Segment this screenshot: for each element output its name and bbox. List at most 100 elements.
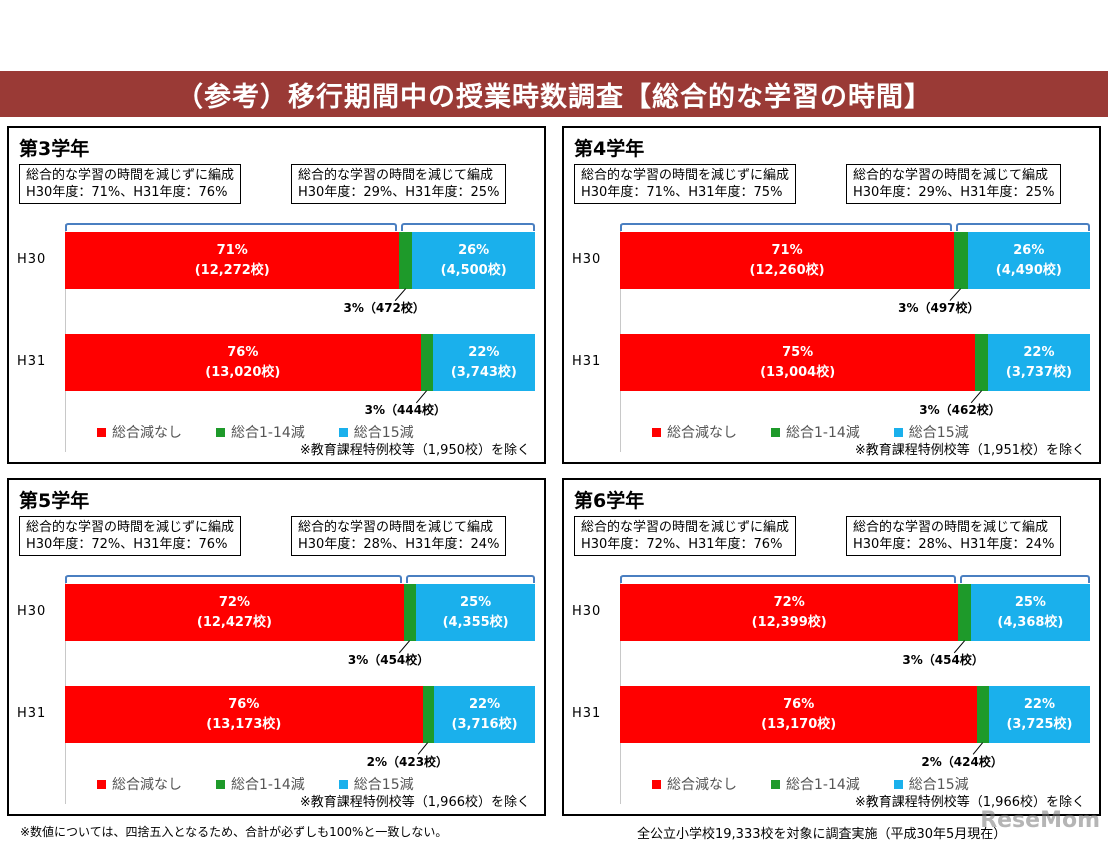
legend-swatch	[652, 779, 661, 789]
chart-panel-4: 第4学年 総合的な学習の時間を減じずに編成 H30年度：71%、H31年度：75% 総…	[562, 126, 1101, 464]
bar-segment-reduce-1-14	[977, 686, 989, 743]
data-label-percent: 22%	[468, 696, 501, 712]
bar-segment-no-reduction: 76% (13,173校)	[65, 686, 423, 743]
legend-label: 総合1-14減	[786, 777, 860, 793]
bracket-reduced	[405, 575, 535, 583]
legend-swatch	[893, 427, 903, 437]
legend-label: 総合15減	[908, 777, 969, 793]
legend-label: 総合1-14減	[231, 425, 305, 441]
caption-line: 総合的な学習の時間を減じて編成	[298, 520, 494, 535]
caption-line: 総合的な学習の時間を減じて編成	[853, 520, 1049, 535]
data-label-percent: 72%	[218, 594, 250, 610]
caption-reduced: 総合的な学習の時間を減じて編成 H30年度：28%、H31年度：24%	[291, 516, 507, 556]
legend-item: 総合減なし	[97, 422, 182, 442]
legend-swatch	[652, 427, 661, 437]
row-label-h30: H30	[17, 251, 47, 267]
caption-line: 総合的な学習の時間を減じずに編成	[581, 168, 790, 183]
caption-line: H30年度：71%、H31年度：76%	[26, 185, 228, 200]
legend-swatch	[338, 427, 348, 437]
data-label-count: (4,490校)	[995, 262, 1062, 278]
data-label-count: (3,743校)	[450, 364, 517, 380]
bar-segment-no-reduction: 71% (12,272校)	[65, 232, 400, 289]
caption-line: 総合的な学習の時間を減じて編成	[853, 168, 1049, 183]
legend-item: 総合15減	[338, 774, 414, 794]
data-label-percent: 25%	[1014, 594, 1046, 610]
bracket-not-reduced	[65, 575, 402, 583]
legend: 総合減なし 総合1-14減 総合15減	[97, 774, 414, 794]
legend-label: 総合減なし	[112, 777, 182, 793]
row-label-h31: H31	[17, 705, 47, 721]
legend: 総合減なし 総合1-14減 総合15減	[97, 422, 414, 442]
bar-segment-reduce-15: 26% (4,490校)	[967, 232, 1090, 289]
chart-panel-5: 第5学年 総合的な学習の時間を減じずに編成 H30年度：72%、H31年度：76% 総…	[7, 478, 546, 816]
legend-label: 総合減なし	[667, 425, 737, 441]
data-label-reduce-1-14: 3%（462校）	[919, 403, 1001, 417]
chart-panel-3: 第3学年総合的な学習の時間を減じずに編成 H30年度：71%、H31年度：76% 総…	[7, 126, 546, 464]
legend-swatch	[216, 427, 225, 437]
data-label-count: (12,260校)	[749, 262, 825, 278]
data-label-reduce-1-14: 2%（424校）	[921, 755, 1003, 769]
data-label-count: (4,500校)	[440, 262, 507, 278]
data-label-count: (4,355校)	[442, 614, 509, 630]
row-label-h30: H30	[572, 603, 602, 619]
data-label-percent: 72%	[773, 594, 805, 610]
legend-label: 総合15減	[908, 425, 969, 441]
excluded-schools-note: ※教育課程特例校等（1,966校）を除く	[299, 795, 530, 810]
legend-label: 総合減なし	[112, 425, 182, 441]
legend-item: 総合減なし	[97, 774, 182, 794]
data-label-percent: 71%	[771, 242, 803, 258]
panel-title: 第3学年	[19, 138, 90, 160]
row-label-h31: H31	[17, 353, 47, 369]
footer-survey-info: 全公立小学校19,333校を対象に調査実施（平成30年5月現在）	[637, 827, 1007, 842]
bracket-not-reduced	[620, 223, 953, 231]
caption-not-reduced: 総合的な学習の時間を減じずに編成 H30年度：71%、H31年度：75%	[574, 164, 797, 204]
bar-segment-reduce-1-14	[422, 686, 435, 743]
caption-line: 総合的な学習の時間を減じずに編成	[26, 520, 235, 535]
bar-segment-reduce-1-14	[954, 232, 968, 289]
data-label-reduce-1-14: 3%（444校）	[364, 403, 447, 417]
bar-segment-no-reduction: 72% (12,399校)	[620, 584, 959, 641]
legend-item: 総合15減	[338, 422, 414, 442]
bracket-reduced	[956, 223, 1090, 231]
legend-label: 総合15減	[353, 777, 414, 793]
panel-title: 第4学年	[574, 138, 645, 160]
legend-swatch	[216, 779, 225, 789]
page-title: （参考）移行期間中の授業時数調査【総合的な学習の時間】	[0, 71, 1108, 117]
data-label-percent: 22%	[468, 344, 500, 360]
caption-line: H30年度：72%、H31年度：76%	[26, 537, 228, 552]
bar-segment-reduce-1-14	[403, 584, 417, 641]
data-label-percent: 22%	[1023, 344, 1055, 360]
data-label-count: (3,716校)	[451, 716, 518, 732]
caption-reduced: 総合的な学習の時間を減じて編成 H30年度：29%、H31年度：25%	[291, 164, 507, 204]
data-label-percent: 22%	[1023, 696, 1055, 712]
excluded-schools-note: ※教育課程特例校等（1,966校）を除く	[854, 795, 1085, 810]
panel-title: 第6学年	[574, 490, 645, 512]
data-label-reduce-1-14: 3%（497校）	[898, 301, 980, 315]
legend-label: 総合減なし	[667, 777, 737, 793]
data-label-count: (13,170校)	[761, 716, 837, 732]
caption-line: 総合的な学習の時間を減じずに編成	[581, 520, 790, 535]
legend-swatch	[771, 427, 780, 437]
caption-line: H30年度：28%、H31年度：24%	[853, 537, 1055, 552]
data-label-count: (3,725校)	[1006, 716, 1073, 732]
legend-swatch	[97, 427, 106, 437]
data-label-percent: 76%	[228, 696, 260, 712]
bracket-reduced	[960, 575, 1090, 583]
row-label-h31: H31	[572, 705, 602, 721]
caption-line: 総合的な学習の時間を減じずに編成	[26, 168, 235, 183]
legend-item: 総合1-14減	[216, 422, 305, 442]
bar-segment-reduce-1-14	[399, 232, 413, 289]
legend-swatch	[97, 779, 106, 789]
data-label-reduce-1-14: 3%（454校）	[902, 653, 984, 667]
data-label-percent: 75%	[782, 344, 814, 360]
caption-line: H30年度：28%、H31年度：24%	[298, 537, 500, 552]
legend-item: 総合1-14減	[771, 774, 860, 794]
bracket-reduced	[401, 223, 535, 231]
caption-reduced: 総合的な学習の時間を減じて編成 H30年度：29%、H31年度：25%	[846, 164, 1062, 204]
legend-label: 総合1-14減	[786, 425, 860, 441]
data-label-count: (3,737校)	[1005, 364, 1072, 380]
legend-item: 総合15減	[893, 422, 969, 442]
bar-segment-reduce-15: 22% (3,743校)	[432, 334, 535, 391]
data-label-count: (13,004校)	[760, 364, 836, 380]
data-label-reduce-1-14: 2%（423校）	[366, 755, 449, 769]
